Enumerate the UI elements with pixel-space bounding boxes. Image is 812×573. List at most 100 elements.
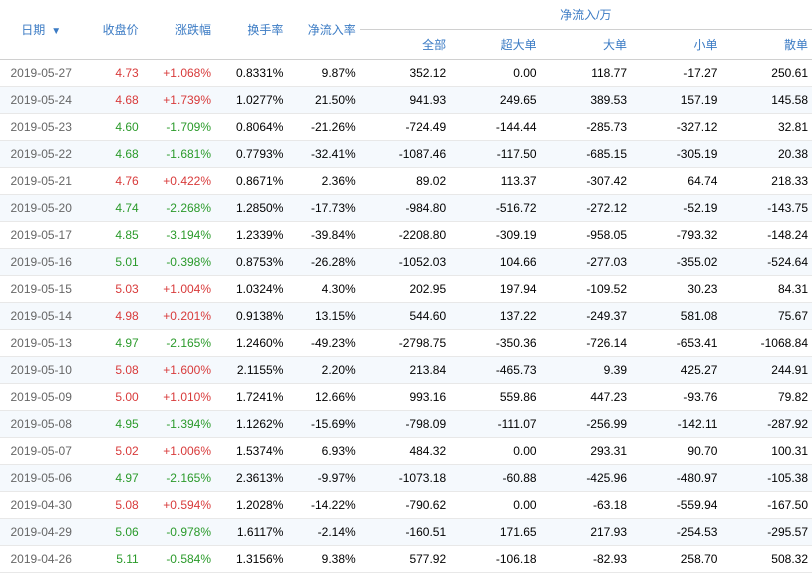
cell-change: +1.739% xyxy=(143,87,215,114)
header-flow-retail[interactable]: 散单 xyxy=(721,30,812,60)
cell-flow-retail: 100.31 xyxy=(721,438,812,465)
cell-flow-xlarge: -117.50 xyxy=(450,141,540,168)
cell-date: 2019-05-08 xyxy=(0,411,82,438)
cell-turnover: 1.3156% xyxy=(215,546,287,573)
cell-flow-xlarge: 113.37 xyxy=(450,168,540,195)
header-close[interactable]: 收盘价 xyxy=(82,0,142,60)
table-row: 2019-05-224.68-1.681%0.7793%-32.41%-1087… xyxy=(0,141,812,168)
cell-date: 2019-05-14 xyxy=(0,303,82,330)
cell-turnover: 0.8671% xyxy=(215,168,287,195)
cell-close: 4.68 xyxy=(82,87,142,114)
cell-change: +0.594% xyxy=(143,492,215,519)
cell-flow-retail: -148.24 xyxy=(721,222,812,249)
table-body: 2019-05-274.73+1.068%0.8331%9.87%352.120… xyxy=(0,60,812,573)
cell-change: +1.600% xyxy=(143,357,215,384)
cell-flow-large: -249.37 xyxy=(541,303,631,330)
cell-change: +1.068% xyxy=(143,60,215,87)
header-flow-small[interactable]: 小单 xyxy=(631,30,721,60)
cell-flow-large: -958.05 xyxy=(541,222,631,249)
cell-flow-retail: -167.50 xyxy=(721,492,812,519)
cell-turnover: 1.2339% xyxy=(215,222,287,249)
table-row: 2019-04-265.11-0.584%1.3156%9.38%577.92-… xyxy=(0,546,812,573)
cell-net-rate: -26.28% xyxy=(287,249,359,276)
cell-date: 2019-04-29 xyxy=(0,519,82,546)
cell-change: +0.201% xyxy=(143,303,215,330)
cell-flow-retail: 218.33 xyxy=(721,168,812,195)
cell-flow-all: 993.16 xyxy=(360,384,450,411)
cell-flow-small: -480.97 xyxy=(631,465,721,492)
cell-net-rate: 12.66% xyxy=(287,384,359,411)
table-row: 2019-05-174.85-3.194%1.2339%-39.84%-2208… xyxy=(0,222,812,249)
cell-flow-large: -109.52 xyxy=(541,276,631,303)
cell-flow-small: -653.41 xyxy=(631,330,721,357)
cell-change: +1.004% xyxy=(143,276,215,303)
cell-turnover: 1.5374% xyxy=(215,438,287,465)
cell-turnover: 0.8753% xyxy=(215,249,287,276)
cell-date: 2019-05-27 xyxy=(0,60,82,87)
header-net-rate[interactable]: 净流入率 xyxy=(287,0,359,60)
cell-net-rate: -9.97% xyxy=(287,465,359,492)
cell-flow-all: -798.09 xyxy=(360,411,450,438)
cell-flow-large: 293.31 xyxy=(541,438,631,465)
cell-close: 4.76 xyxy=(82,168,142,195)
table-row: 2019-04-305.08+0.594%1.2028%-14.22%-790.… xyxy=(0,492,812,519)
cell-close: 5.01 xyxy=(82,249,142,276)
cell-flow-all: 941.93 xyxy=(360,87,450,114)
cell-net-rate: -15.69% xyxy=(287,411,359,438)
cell-flow-xlarge: -144.44 xyxy=(450,114,540,141)
cell-flow-small: -93.76 xyxy=(631,384,721,411)
cell-close: 5.08 xyxy=(82,357,142,384)
cell-date: 2019-05-17 xyxy=(0,222,82,249)
cell-turnover: 1.7241% xyxy=(215,384,287,411)
cell-turnover: 1.0277% xyxy=(215,87,287,114)
table-row: 2019-05-204.74-2.268%1.2850%-17.73%-984.… xyxy=(0,195,812,222)
cell-flow-retail: 84.31 xyxy=(721,276,812,303)
cell-flow-xlarge: 0.00 xyxy=(450,438,540,465)
cell-flow-xlarge: 104.66 xyxy=(450,249,540,276)
cell-flow-small: -305.19 xyxy=(631,141,721,168)
table-row: 2019-05-155.03+1.004%1.0324%4.30%202.951… xyxy=(0,276,812,303)
cell-net-rate: -2.14% xyxy=(287,519,359,546)
cell-close: 4.97 xyxy=(82,465,142,492)
cell-net-rate: -21.26% xyxy=(287,114,359,141)
table-row: 2019-05-134.97-2.165%1.2460%-49.23%-2798… xyxy=(0,330,812,357)
cell-flow-all: -790.62 xyxy=(360,492,450,519)
header-change[interactable]: 涨跌幅 xyxy=(143,0,215,60)
cell-net-rate: 2.36% xyxy=(287,168,359,195)
cell-flow-large: -425.96 xyxy=(541,465,631,492)
table-row: 2019-05-234.60-1.709%0.8064%-21.26%-724.… xyxy=(0,114,812,141)
cell-flow-all: -1073.18 xyxy=(360,465,450,492)
header-flow-xlarge[interactable]: 超大单 xyxy=(450,30,540,60)
cell-date: 2019-05-06 xyxy=(0,465,82,492)
table-row: 2019-05-095.00+1.010%1.7241%12.66%993.16… xyxy=(0,384,812,411)
cell-flow-retail: 508.32 xyxy=(721,546,812,573)
cell-flow-large: -63.18 xyxy=(541,492,631,519)
cell-net-rate: 2.20% xyxy=(287,357,359,384)
cell-flow-small: -355.02 xyxy=(631,249,721,276)
cell-flow-xlarge: 171.65 xyxy=(450,519,540,546)
cell-flow-small: -52.19 xyxy=(631,195,721,222)
cell-flow-large: -285.73 xyxy=(541,114,631,141)
cell-flow-retail: 75.67 xyxy=(721,303,812,330)
cell-close: 4.73 xyxy=(82,60,142,87)
cell-turnover: 0.8064% xyxy=(215,114,287,141)
cell-net-rate: -14.22% xyxy=(287,492,359,519)
table-row: 2019-05-075.02+1.006%1.5374%6.93%484.320… xyxy=(0,438,812,465)
cell-net-rate: -49.23% xyxy=(287,330,359,357)
cell-turnover: 1.6117% xyxy=(215,519,287,546)
cell-flow-xlarge: -465.73 xyxy=(450,357,540,384)
header-flow-all[interactable]: 全部 xyxy=(360,30,450,60)
cell-change: +0.422% xyxy=(143,168,215,195)
header-flow-large[interactable]: 大单 xyxy=(541,30,631,60)
cell-flow-large: 217.93 xyxy=(541,519,631,546)
cell-flow-xlarge: 137.22 xyxy=(450,303,540,330)
cell-close: 5.11 xyxy=(82,546,142,573)
cell-flow-retail: -143.75 xyxy=(721,195,812,222)
cell-flow-large: 389.53 xyxy=(541,87,631,114)
header-turnover[interactable]: 换手率 xyxy=(215,0,287,60)
cell-change: +1.006% xyxy=(143,438,215,465)
header-date[interactable]: 日期▼ xyxy=(0,0,82,60)
cell-net-rate: 13.15% xyxy=(287,303,359,330)
cell-date: 2019-05-07 xyxy=(0,438,82,465)
cell-net-rate: 4.30% xyxy=(287,276,359,303)
